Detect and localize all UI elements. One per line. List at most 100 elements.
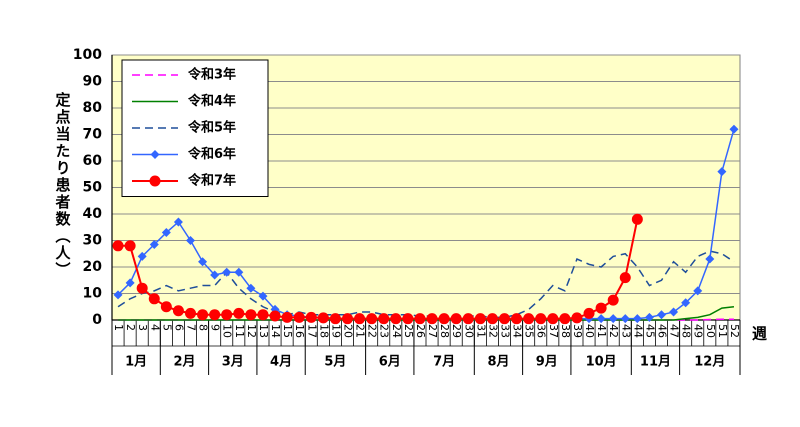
- x-tick-label: 13: [257, 324, 270, 338]
- point: [608, 314, 618, 324]
- point: [486, 313, 498, 325]
- point: [619, 272, 631, 284]
- point: [644, 312, 654, 322]
- x-tick-label: 46: [656, 324, 669, 338]
- month-label: 1月: [125, 355, 147, 370]
- y-tick-label: 60: [83, 153, 103, 169]
- point: [693, 286, 703, 296]
- point: [258, 291, 268, 301]
- month-label: 9月: [536, 355, 558, 370]
- point: [281, 311, 293, 323]
- x-tick-label: 33: [499, 324, 512, 338]
- point: [210, 270, 220, 280]
- y-tick-label: 90: [83, 74, 103, 90]
- x-tick-label: 5: [160, 324, 173, 331]
- point: [632, 314, 642, 324]
- point: [148, 293, 160, 305]
- point: [583, 307, 595, 319]
- point: [161, 228, 171, 238]
- month-label: 10月: [586, 355, 617, 370]
- x-tick-label: 11: [233, 324, 246, 338]
- month-label: 5月: [324, 355, 346, 370]
- x-tick-label: 42: [607, 324, 620, 338]
- x-tick-label: 4: [148, 324, 161, 331]
- month-label: 12月: [694, 355, 725, 370]
- month-label: 8月: [487, 355, 509, 370]
- x-tick-label: 28: [438, 324, 451, 338]
- point: [559, 313, 571, 325]
- x-tick-label: 38: [559, 324, 572, 338]
- x-tick-label: 9: [209, 324, 222, 331]
- point: [717, 167, 727, 177]
- point: [535, 313, 547, 325]
- x-tick-label: 29: [450, 324, 463, 338]
- legend-label: 令和3年: [188, 67, 236, 83]
- point: [523, 313, 535, 325]
- point: [136, 282, 148, 294]
- legend-marker: [149, 175, 161, 187]
- x-tick-label: 34: [511, 324, 524, 338]
- point: [511, 313, 523, 325]
- y-tick-label: 80: [83, 100, 103, 116]
- x-tick-label: 23: [378, 324, 391, 338]
- x-tick-label: 17: [305, 324, 318, 338]
- month-label: 4月: [270, 355, 292, 370]
- point: [657, 310, 666, 320]
- point: [222, 267, 232, 277]
- point: [269, 310, 281, 322]
- x-tick-label: 16: [293, 324, 306, 338]
- point: [366, 313, 378, 325]
- point: [113, 290, 123, 300]
- legend-label: 令和5年: [188, 120, 236, 136]
- y-tick-label: 100: [73, 47, 102, 63]
- x-tick-label: 20: [342, 324, 355, 338]
- month-label: 2月: [173, 355, 195, 370]
- point: [729, 124, 739, 134]
- point: [197, 309, 209, 321]
- x-tick-label: 48: [680, 324, 693, 338]
- point: [245, 309, 257, 321]
- x-tick-label: 1: [112, 324, 125, 331]
- point: [137, 251, 147, 261]
- x-tick-label: 50: [704, 324, 717, 338]
- point: [402, 313, 414, 325]
- point: [185, 307, 196, 319]
- point: [293, 311, 305, 323]
- x-tick-label: 36: [535, 324, 548, 338]
- point: [198, 257, 208, 267]
- point: [149, 239, 159, 249]
- point: [329, 313, 341, 325]
- point: [390, 313, 402, 325]
- month-label: 11月: [640, 355, 671, 370]
- x-tick-label: 32: [486, 324, 499, 338]
- x-tick-label: 49: [692, 324, 705, 338]
- x-tick-label: 12: [245, 324, 258, 338]
- x-tick-label: 18: [317, 324, 330, 338]
- point: [342, 313, 353, 325]
- x-tick-label: 8: [197, 324, 210, 331]
- point: [571, 312, 583, 324]
- point: [317, 312, 329, 324]
- x-tick-label: 26: [414, 324, 427, 338]
- y-tick-label: 10: [83, 286, 103, 302]
- point: [172, 305, 184, 317]
- point: [414, 313, 426, 325]
- y-tick-label: 40: [83, 206, 103, 222]
- point: [705, 254, 715, 264]
- point: [173, 217, 183, 227]
- legend-label: 令和4年: [188, 93, 236, 109]
- x-tick-label: 3: [136, 324, 149, 331]
- x-tick-label: 47: [668, 324, 681, 338]
- x-tick-label: 52: [728, 324, 741, 338]
- point: [607, 294, 619, 306]
- point: [257, 309, 269, 321]
- y-tick-label: 0: [92, 312, 102, 328]
- point: [438, 313, 450, 325]
- y-tick-label: 50: [83, 180, 103, 196]
- x-tick-label: 6: [172, 324, 185, 331]
- x-tick-label: 39: [571, 324, 584, 338]
- month-label: 6月: [379, 355, 401, 370]
- x-tick-label: 45: [643, 324, 656, 338]
- legend-label: 令和6年: [188, 146, 236, 162]
